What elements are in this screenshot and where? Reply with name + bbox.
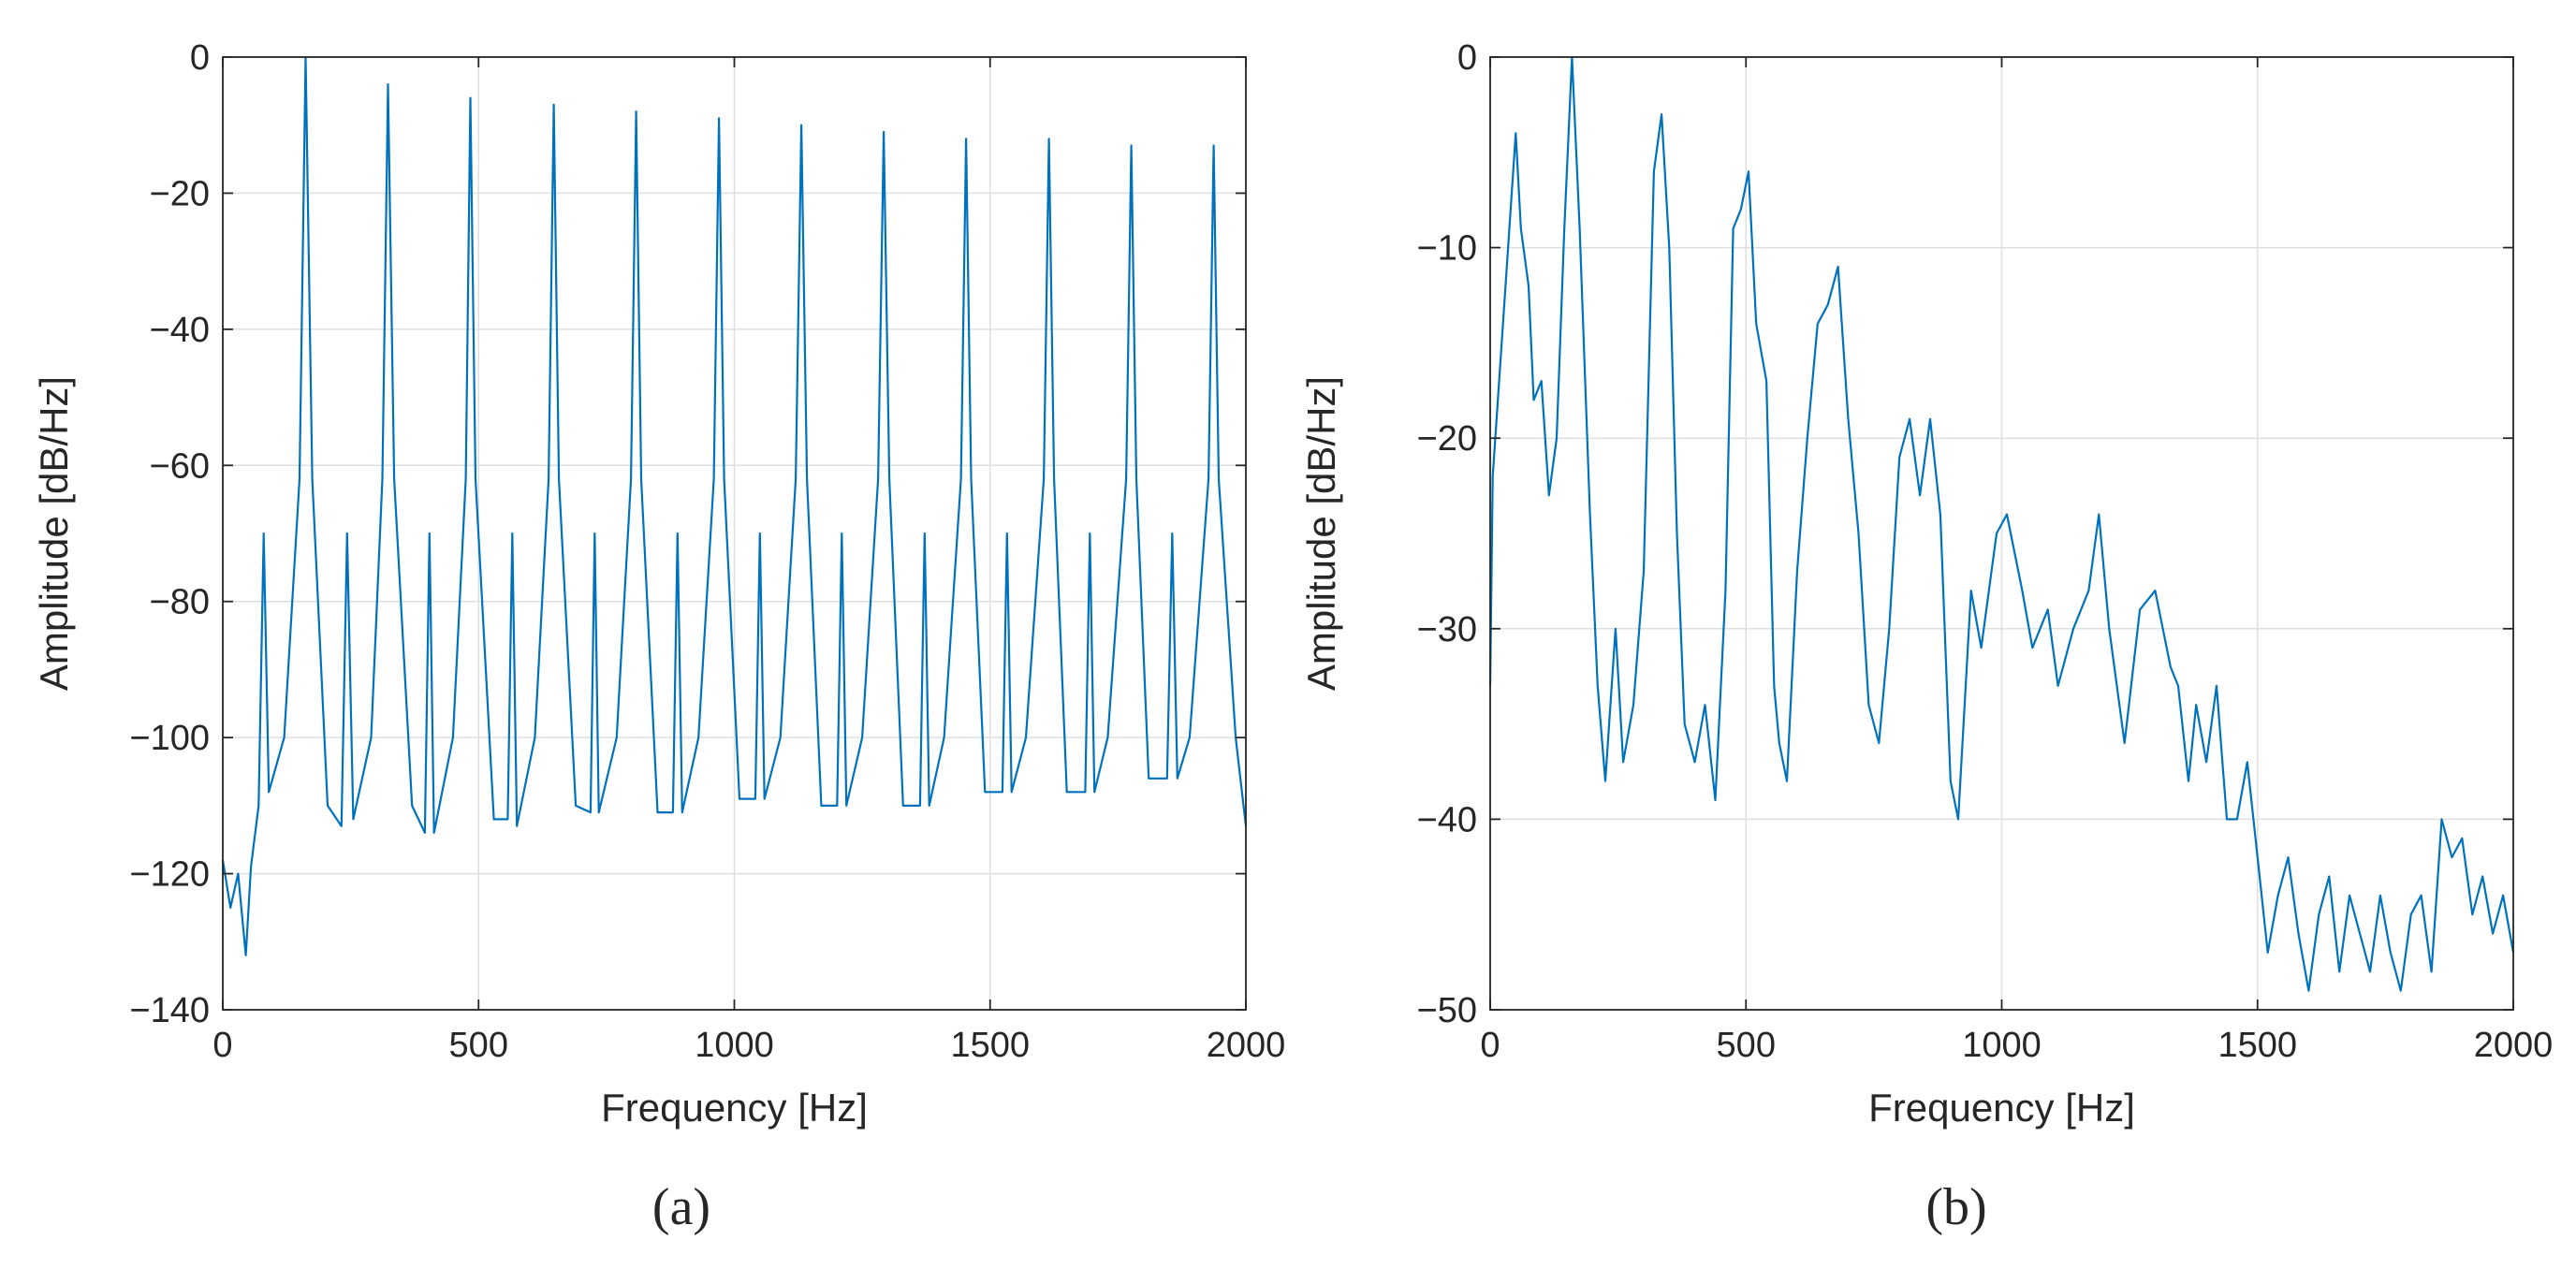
y-tick-label: −100 bbox=[129, 719, 210, 758]
series-line bbox=[221, 55, 1248, 956]
y-tick-label: −120 bbox=[129, 855, 210, 895]
y-tick-label: −40 bbox=[150, 311, 210, 350]
y-tick-label: −20 bbox=[150, 174, 210, 213]
x-tick-label: 1500 bbox=[2217, 1026, 2297, 1065]
x-axis-label: Frequency [Hz] bbox=[1868, 1086, 2135, 1130]
x-tick-label: 1000 bbox=[1962, 1026, 2042, 1065]
y-tick-label: 0 bbox=[190, 38, 210, 78]
panel-caption: (a) bbox=[652, 1178, 710, 1236]
y-axis-label: Amplitude [dB/Hz] bbox=[32, 376, 76, 691]
series-line bbox=[1488, 55, 2515, 992]
y-tick-label: 0 bbox=[1457, 38, 1477, 78]
chart-panel-b: 0 500 1000 1500 2000 −50 −40 −30 −20 −10 0 Frequenc… bbox=[1299, 38, 2553, 1236]
y-tick-label: −40 bbox=[1417, 800, 1477, 839]
y-tick-label: −140 bbox=[129, 991, 210, 1030]
x-tick-label: 2000 bbox=[1207, 1026, 1286, 1065]
y-tick-label: −60 bbox=[150, 446, 210, 486]
x-tick-label: 500 bbox=[1717, 1026, 1776, 1065]
x-axis-label: Frequency [Hz] bbox=[601, 1086, 868, 1130]
x-tick-label: 2000 bbox=[2474, 1026, 2554, 1065]
y-tick-label: −50 bbox=[1417, 991, 1477, 1030]
x-tick-label: 0 bbox=[1480, 1026, 1500, 1065]
x-tick-label: 1000 bbox=[695, 1026, 774, 1065]
y-tick-label: −10 bbox=[1417, 229, 1477, 269]
x-tick-label: 1500 bbox=[950, 1026, 1030, 1065]
y-tick-label: −20 bbox=[1417, 419, 1477, 459]
panel-caption: (b) bbox=[1925, 1178, 1986, 1236]
y-tick-label: −30 bbox=[1417, 610, 1477, 649]
y-axis-label: Amplitude [dB/Hz] bbox=[1299, 376, 1343, 691]
x-tick-label: 500 bbox=[449, 1026, 508, 1065]
x-tick-label: 0 bbox=[212, 1026, 232, 1065]
chart-panel-a: 0 500 1000 1500 2000 −140 −120 −100 −80 −60 −40 −20… bbox=[32, 38, 1285, 1236]
y-tick-label: −80 bbox=[150, 583, 210, 622]
